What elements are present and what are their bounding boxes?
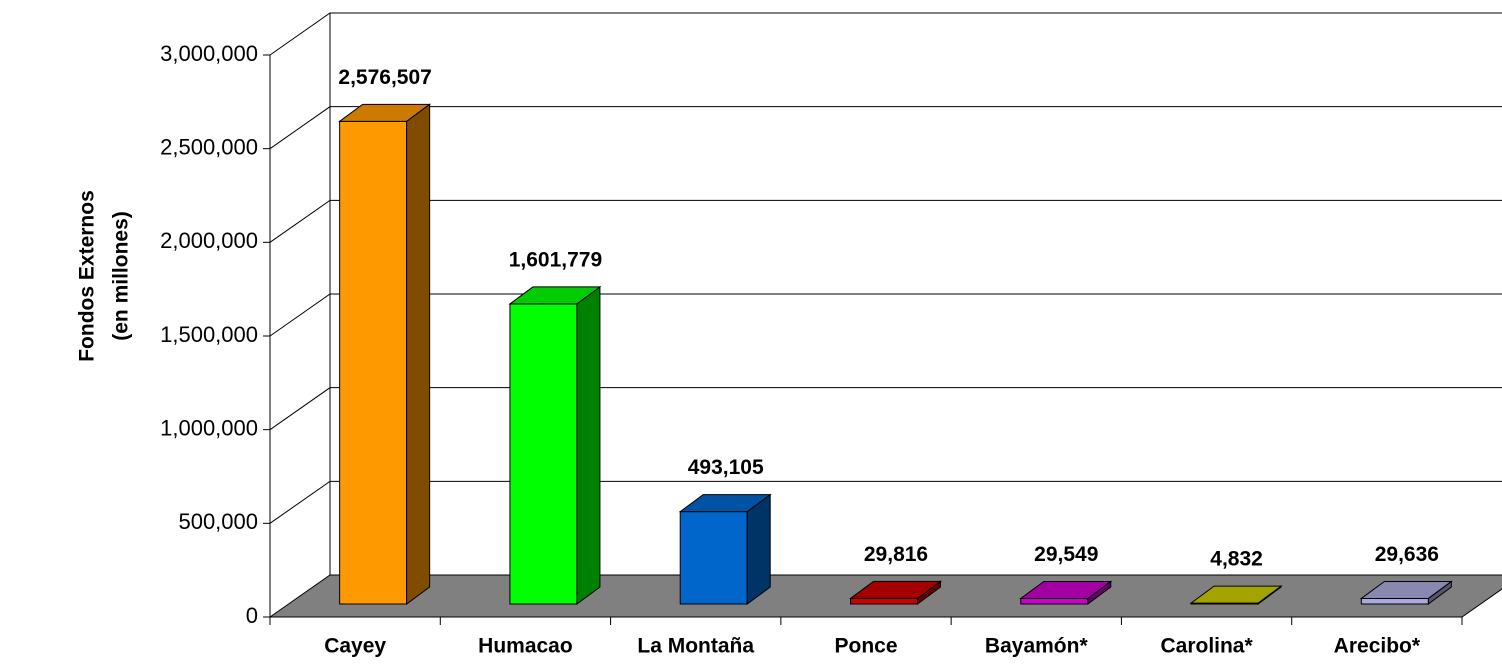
grid-line bbox=[269, 387, 1502, 431]
x-tick-label: Ponce bbox=[834, 635, 897, 658]
y-tick-label: 3,000,000 bbox=[160, 41, 258, 66]
bar-top bbox=[848, 580, 943, 599]
grid-line bbox=[269, 480, 1502, 524]
value-label: 2,576,507 bbox=[338, 66, 431, 89]
grid-line bbox=[269, 12, 1502, 56]
x-tick-label: Carolina* bbox=[1160, 635, 1253, 658]
y-tick-label: 0 bbox=[246, 603, 258, 628]
y-axis-title-line: (en millones) bbox=[110, 211, 133, 341]
value-label: 493,105 bbox=[688, 456, 764, 479]
bar-front bbox=[679, 511, 748, 605]
value-label: 4,832 bbox=[1210, 548, 1263, 571]
x-tick-label: Bayamón* bbox=[985, 635, 1089, 658]
value-label: 29,636 bbox=[1375, 543, 1439, 566]
bar-top bbox=[1359, 580, 1453, 599]
bar bbox=[1359, 580, 1453, 605]
bar bbox=[508, 285, 602, 605]
bar bbox=[848, 580, 943, 605]
value-label: 1,601,779 bbox=[509, 248, 602, 271]
x-tick-label: Arecibo* bbox=[1334, 635, 1421, 658]
y-tick-label: 1,500,000 bbox=[160, 322, 258, 347]
y-tick-label: 2,500,000 bbox=[160, 134, 258, 159]
bar-top bbox=[678, 494, 772, 513]
grid-line bbox=[269, 106, 1502, 150]
bar-side bbox=[406, 103, 431, 605]
bar-front bbox=[1360, 597, 1429, 605]
bar bbox=[678, 493, 772, 605]
value-label: 29,549 bbox=[1034, 543, 1098, 566]
bar-side bbox=[576, 285, 601, 605]
bar bbox=[1019, 580, 1113, 605]
y-axis-title-line: Fondos Externos bbox=[76, 190, 99, 362]
bar-top bbox=[1189, 585, 1283, 604]
y-tick-label: 2,000,000 bbox=[160, 228, 258, 253]
bar-top bbox=[508, 286, 602, 305]
bar-front bbox=[339, 120, 408, 605]
bar-front bbox=[850, 597, 918, 605]
bar-side bbox=[746, 493, 771, 605]
value-label: 29,816 bbox=[864, 543, 928, 566]
y-tick-label: 1,000,000 bbox=[160, 415, 258, 440]
bar-front bbox=[509, 303, 578, 605]
bar-top bbox=[338, 103, 432, 122]
x-tick-label: Humacao bbox=[478, 635, 573, 658]
grid-line bbox=[269, 293, 1502, 337]
x-tick-label: La Montaña bbox=[637, 635, 754, 658]
grid-line bbox=[269, 199, 1502, 243]
bar bbox=[1189, 585, 1283, 605]
bar bbox=[338, 103, 432, 605]
x-tick-label: Cayey bbox=[324, 635, 386, 658]
bar-front bbox=[1020, 597, 1089, 605]
y-axis-title: Fondos Externos (en millones) bbox=[76, 190, 133, 362]
y-tick-label: 500,000 bbox=[178, 509, 258, 534]
bar-top bbox=[1019, 580, 1113, 599]
